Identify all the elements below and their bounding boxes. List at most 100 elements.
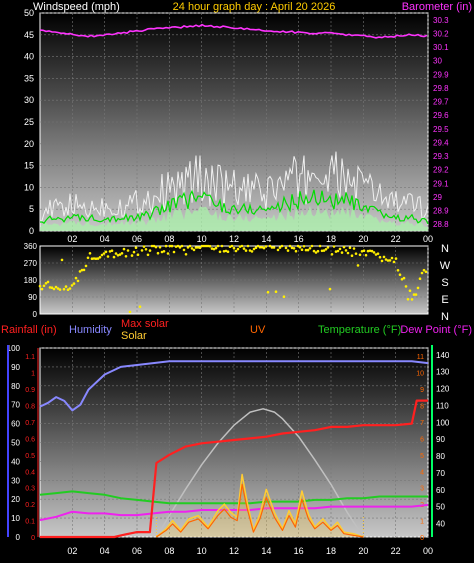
wind-direction-point: [96, 257, 100, 260]
wind-direction-point: [170, 244, 174, 248]
hour-tick-label: 14: [261, 546, 271, 556]
wind-direction-point: [284, 246, 288, 250]
wind-direction-point: [70, 284, 74, 287]
wind-direction-point: [348, 246, 352, 249]
wind-direction-point: [398, 273, 402, 277]
wind-direction-grid: [40, 246, 429, 314]
wind-direction-point: [122, 247, 126, 251]
wind-direction-point: [184, 253, 188, 256]
wind-direction-point: [424, 270, 428, 274]
windspeed-tick-label: 0: [29, 226, 34, 236]
hour-tick-label: 08: [164, 234, 174, 244]
wind-direction-point: [78, 270, 82, 273]
wind-direction-point: [282, 295, 286, 299]
legend-maxsolar: Max solar: [121, 318, 169, 330]
direction-tick-label: 180: [24, 276, 38, 285]
compass-n-label: N: [441, 311, 449, 323]
wind-direction-point: [218, 250, 222, 254]
rainfall-tick-label: 0.3: [25, 486, 35, 493]
wind-direction-point: [370, 249, 374, 253]
wind-direction-point: [300, 248, 304, 251]
wind-direction-point: [250, 250, 254, 253]
uv-tick-label: 0: [420, 535, 424, 542]
uv-tick-label: 7: [420, 420, 424, 427]
wind-direction-point: [52, 287, 56, 291]
uv-tick-label: 8: [420, 404, 424, 411]
wind-direction-point: [330, 253, 334, 256]
wind-direction-point: [102, 252, 106, 255]
wind-direction-point: [344, 249, 348, 252]
wind-direction-point: [364, 253, 368, 257]
uv-tick-label: 1: [420, 519, 424, 526]
multi-sensor-series: [39, 360, 429, 539]
wind-direction-point: [204, 244, 208, 248]
wind-direction-point: [408, 289, 412, 293]
wind-baro-series: [39, 23, 429, 231]
temperature-tick-label: 130: [436, 368, 450, 377]
humidity-tick-label: 60: [11, 420, 20, 429]
wind-direction-point: [120, 252, 124, 255]
wind-gust-line: [39, 151, 429, 223]
wind-direction-point: [130, 254, 134, 257]
wind-direction-point: [338, 247, 342, 251]
wind-direction-point: [306, 248, 310, 252]
compass-s-label: S: [441, 277, 448, 289]
wind-direction-point: [168, 244, 172, 248]
wind-direction-point: [230, 244, 234, 248]
wind-direction-point: [152, 244, 156, 248]
wind-direction-point: [326, 246, 330, 249]
wind-direction-point: [214, 246, 218, 250]
wind-direction-point: [270, 246, 274, 249]
wind-direction-point: [58, 288, 62, 291]
barometer-axis: 28.8 28.9 29 29.1 29.2 29.3 29.4 29.5 29.6 29.7 29…: [433, 16, 449, 229]
wind-direction-point: [104, 250, 108, 254]
wind-direction-point: [220, 244, 224, 248]
wind-direction-point: [276, 248, 280, 252]
humidity-tick-label: 50: [11, 439, 20, 448]
wind-direction-point: [392, 260, 396, 264]
compass-e-label: E: [441, 294, 448, 306]
wind-direction-point: [46, 280, 50, 284]
wind-direction-point: [136, 253, 140, 256]
wind-direction-point: [252, 247, 256, 251]
wind-direction-point: [72, 282, 76, 285]
wind-direction-point: [206, 244, 210, 248]
wind-direction-point: [322, 249, 326, 252]
wind-direction-point: [244, 249, 248, 252]
rainfall-tick-label: 0.8: [25, 404, 35, 411]
hour-tick-label: 02: [67, 546, 77, 556]
wind-direction-point: [50, 286, 54, 290]
temperature-tick-label: 110: [436, 401, 449, 410]
wind-direction-point: [64, 285, 68, 288]
wind-direction-point: [186, 246, 190, 249]
wind-direction-point: [144, 248, 148, 251]
uv-tick-label: 4: [420, 469, 424, 476]
wind-direction-point: [296, 244, 300, 248]
wind-direction-point: [164, 244, 168, 248]
hour-tick-label: 12: [229, 546, 239, 556]
humidity-tick-label: 100: [7, 344, 21, 353]
panel1-hour-axis: 02 04 06 08 10 12 14 16 18 20 22 00: [67, 234, 433, 244]
barometer-tick-label: 29.8: [433, 84, 449, 93]
wind-direction-point: [238, 245, 242, 248]
rainfall-line: [40, 399, 428, 539]
wind-direction-point: [394, 257, 398, 260]
wind-direction-point: [228, 245, 232, 248]
hour-tick-label: 22: [391, 234, 401, 244]
windspeed-tick-label: 10: [24, 182, 34, 192]
barometer-tick-label: 30.3: [433, 16, 449, 25]
wind-direction-point: [112, 255, 116, 259]
barometer-tick-label: 29.1: [433, 179, 449, 188]
wind-direction-point: [180, 244, 184, 248]
multi-sensor-axes: 010203040506070809010000.10.20.30.40.50.…: [7, 344, 450, 542]
hour-tick-label: 04: [100, 546, 110, 556]
wind-direction-point: [110, 249, 114, 252]
header-title: 24 hour graph day : April 20 2026: [173, 1, 336, 13]
wind-direction-point: [148, 249, 152, 252]
barometer-tick-label: 29.5: [433, 125, 449, 134]
barometer-tick-label: 28.8: [433, 220, 449, 229]
wind-direction-point: [232, 246, 236, 250]
temperature-tick-label: 80: [436, 452, 445, 461]
legend-uv: UV: [250, 324, 266, 336]
hour-tick-label: 18: [326, 546, 336, 556]
